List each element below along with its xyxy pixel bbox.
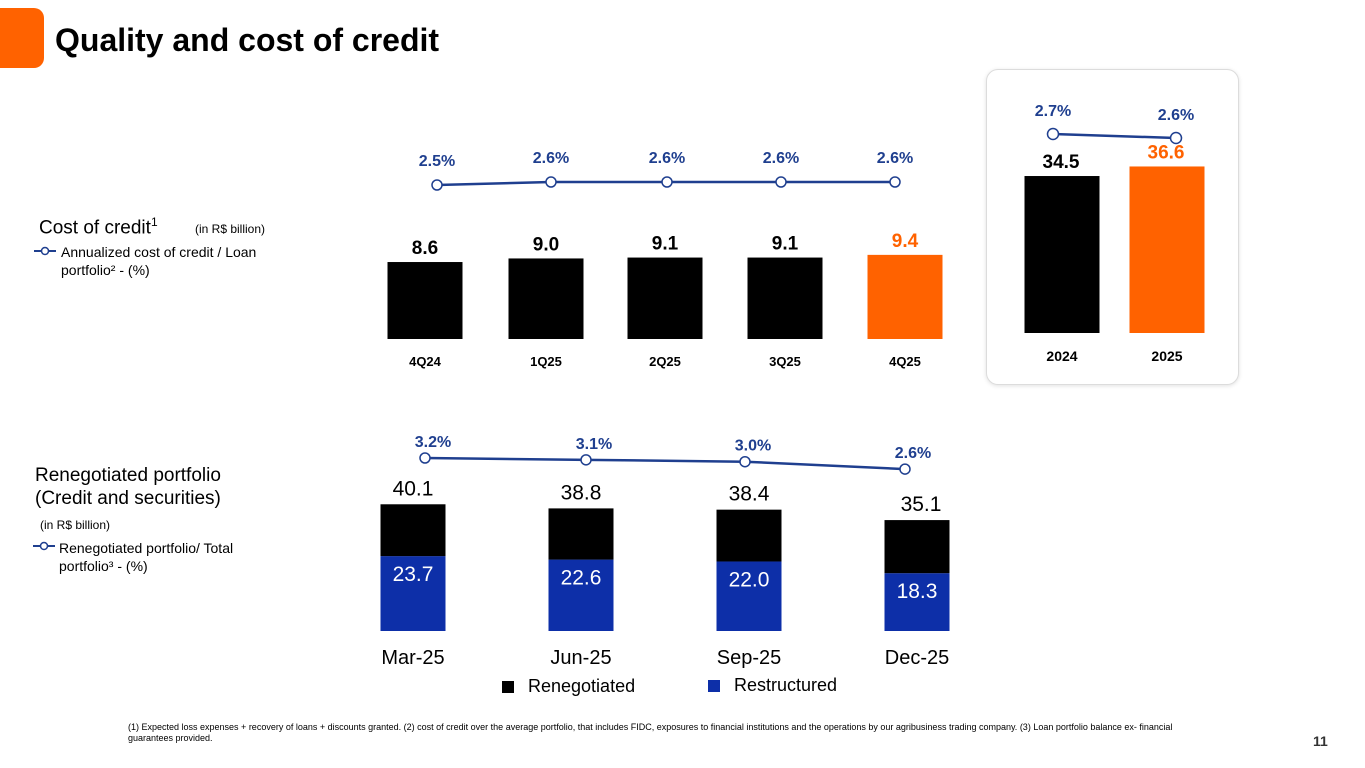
ratio-label: 2.6%	[649, 150, 685, 167]
bar-renegotiated	[716, 509, 782, 562]
bar-4Q24	[387, 262, 463, 339]
reneg-legend-title1: Renegotiated portfolio	[35, 465, 221, 486]
cost-legend-line2: portfolio² - (%)	[61, 262, 150, 278]
bar-restructured	[716, 561, 782, 631]
ratio-point	[889, 176, 901, 188]
ratio-point	[1169, 131, 1183, 145]
renegotiated-swatch	[502, 681, 514, 694]
x-tick-label: Jun-25	[550, 647, 611, 669]
ratio-line	[1052, 132, 1177, 140]
legend-restructured: Restructured	[708, 675, 837, 696]
footnote: (1) Expected loss expenses + recovery of…	[128, 722, 1173, 743]
bar-2025	[1129, 166, 1205, 333]
ratio-label: 2.6%	[1158, 107, 1194, 124]
line-marker-icon	[33, 541, 55, 551]
bar-restructured	[380, 556, 446, 631]
bar-restructured	[548, 559, 614, 631]
cost-legend-unit: (in R$ billion)	[195, 222, 266, 236]
ratio-point	[580, 454, 592, 466]
ratio-line	[424, 456, 906, 471]
legend-restructured-label: Restructured	[734, 675, 838, 695]
ratio-label: 3.2%	[415, 434, 451, 451]
x-tick-label: 1Q25	[530, 354, 562, 369]
cost-legend-line1: Annualized cost of credit / Loan	[61, 244, 257, 260]
x-tick-label: 2Q25	[649, 354, 681, 369]
line-marker-icon	[34, 246, 56, 256]
bar-renegotiated	[548, 508, 614, 560]
reneg-legend-line1: Renegotiated portfolio/ Total	[59, 540, 234, 556]
total-value-label: 35.1	[901, 493, 942, 516]
x-tick-label: 4Q25	[889, 354, 921, 369]
ratio-label: 2.7%	[1035, 103, 1071, 120]
bar-renegotiated	[380, 504, 446, 557]
ratio-point	[1046, 127, 1060, 141]
bar-1Q25	[508, 258, 584, 339]
ratio-point	[431, 179, 443, 191]
ratio-label: 3.1%	[576, 436, 612, 453]
ratio-point	[739, 455, 751, 468]
restructured-value-label: 22.6	[561, 567, 602, 590]
reneg-legend-unit: (in R$ billion)	[40, 518, 111, 532]
ratio-label: 2.6%	[895, 445, 931, 462]
bar-value-label: 34.5	[1043, 152, 1080, 173]
bar-2024	[1024, 176, 1100, 333]
bar-2Q25	[627, 257, 703, 339]
bar-4Q25	[867, 254, 943, 339]
reneg-legend-line2: portfolio³ - (%)	[59, 558, 148, 574]
x-tick-label: 3Q25	[769, 354, 801, 369]
bar-value-label: 9.1	[772, 234, 799, 255]
ratio-point	[419, 452, 431, 464]
legend-renegotiated: Renegotiated	[502, 676, 635, 697]
ratio-point	[545, 176, 557, 188]
title-accent-block	[0, 8, 44, 68]
x-tick-label: 2025	[1151, 348, 1182, 364]
total-value-label: 38.4	[729, 483, 770, 506]
ratio-label: 2.6%	[877, 150, 913, 167]
restructured-swatch	[708, 680, 720, 693]
x-tick-label: 2024	[1046, 348, 1077, 364]
bar-3Q25	[747, 257, 823, 339]
ratio-point	[661, 176, 673, 188]
page-title: Quality and cost of credit	[55, 22, 440, 58]
restructured-value-label: 22.0	[729, 568, 770, 591]
ratio-point	[775, 176, 787, 188]
restructured-value-label: 23.7	[393, 563, 434, 586]
cost-legend-title-sup: 1	[150, 215, 158, 229]
ratio-point	[899, 463, 911, 475]
x-tick-label: Mar-25	[381, 647, 444, 669]
total-value-label: 38.8	[561, 481, 602, 504]
page-number: 11	[1313, 733, 1328, 749]
ratio-label: 2.6%	[763, 150, 799, 167]
legend-renegotiated-label: Renegotiated	[528, 676, 636, 696]
ratio-label: 3.0%	[735, 438, 771, 455]
reneg-legend-title2: (Credit and securities)	[35, 488, 221, 509]
bar-value-label: 8.6	[412, 238, 438, 259]
restructured-value-label: 18.3	[897, 580, 938, 603]
bar-value-label: 9.0	[533, 234, 559, 255]
ratio-label: 2.6%	[533, 150, 569, 167]
x-tick-label: Dec-25	[885, 647, 949, 669]
bar-restructured	[884, 573, 950, 631]
ratio-label: 2.5%	[419, 153, 455, 170]
cost-legend-title: Cost of credit1	[39, 215, 158, 239]
bar-renegotiated	[884, 520, 950, 574]
cost-legend-title-text: Cost of credit	[39, 217, 151, 239]
total-value-label: 40.1	[393, 477, 434, 500]
bar-value-label: 9.1	[652, 234, 679, 255]
bar-value-label: 36.6	[1148, 142, 1185, 163]
x-tick-label: 4Q24	[409, 354, 442, 369]
x-tick-label: Sep-25	[717, 647, 782, 669]
bar-value-label: 9.4	[892, 231, 919, 252]
